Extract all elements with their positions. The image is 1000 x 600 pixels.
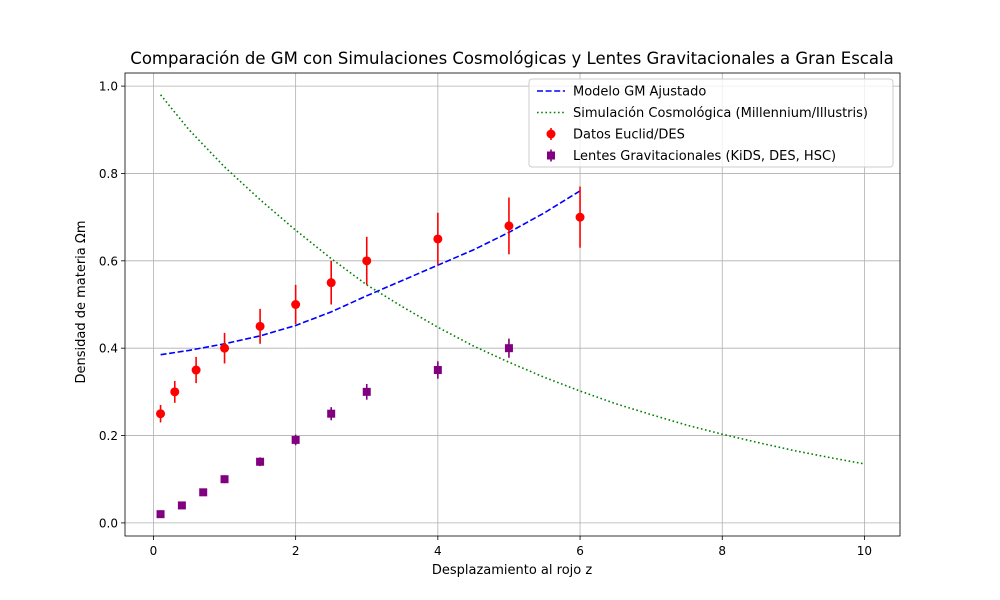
y-axis-label: Densidad de materia Ωm <box>74 221 89 384</box>
y-tick-label: 0.4 <box>99 342 118 356</box>
x-tick-label: 10 <box>857 544 872 558</box>
series-line <box>159 94 865 465</box>
x-tick-label: 6 <box>576 544 584 558</box>
data-point <box>575 212 585 222</box>
data-point <box>504 344 513 353</box>
grid <box>125 73 900 536</box>
data-point <box>156 409 166 419</box>
y-tick-label: 0.8 <box>99 167 118 181</box>
data-point <box>255 321 265 331</box>
x-tick-label: 0 <box>150 544 158 558</box>
x-axis-label: Desplazamiento al rojo z <box>432 563 593 578</box>
legend-label: Modelo GM Ajustado <box>573 85 706 100</box>
axes: 0 2 4 6 8 10 0.0 0.2 0.4 0.6 0.8 1.0 <box>99 72 901 558</box>
y-tick-label: 0.6 <box>99 254 118 268</box>
legend-label: Lentes Gravitacionales (KiDS, DES, HSC) <box>573 149 836 164</box>
data-point <box>156 510 165 519</box>
legend-box <box>528 78 894 168</box>
data-point <box>326 278 336 288</box>
data-point <box>433 234 443 244</box>
y-tick-label: 1.0 <box>99 80 118 94</box>
data-point <box>291 435 300 444</box>
chart-title: Comparación de GM con Simulaciones Cosmo… <box>130 49 893 68</box>
data-point <box>256 457 265 466</box>
data-point <box>170 387 180 397</box>
data-point <box>177 501 186 510</box>
y-tick-label: 0.0 <box>99 516 118 530</box>
data-point <box>327 409 336 418</box>
data-point <box>433 366 442 375</box>
legend-label: Simulación Cosmológica (Millennium/Illus… <box>573 106 868 121</box>
y-tick-label: 0.2 <box>99 429 118 443</box>
legend: Modelo GM Ajustado Simulación Cosmológica… <box>528 78 894 168</box>
data-point <box>362 387 371 396</box>
x-tick-label: 2 <box>292 544 300 558</box>
data-point <box>220 475 229 484</box>
plot-area <box>156 94 865 519</box>
legend-marker-swatch <box>547 151 555 160</box>
x-tick-label: 4 <box>434 544 442 558</box>
data-point <box>191 365 201 375</box>
data-point <box>199 488 208 497</box>
data-point <box>504 221 514 231</box>
legend-label: Datos Euclid/DES <box>573 128 685 143</box>
legend-marker-swatch <box>546 129 556 139</box>
axes-frame <box>124 72 901 537</box>
data-point <box>220 343 230 353</box>
x-tick-label: 8 <box>718 544 726 558</box>
data-point <box>291 300 301 309</box>
data-point <box>362 256 372 266</box>
